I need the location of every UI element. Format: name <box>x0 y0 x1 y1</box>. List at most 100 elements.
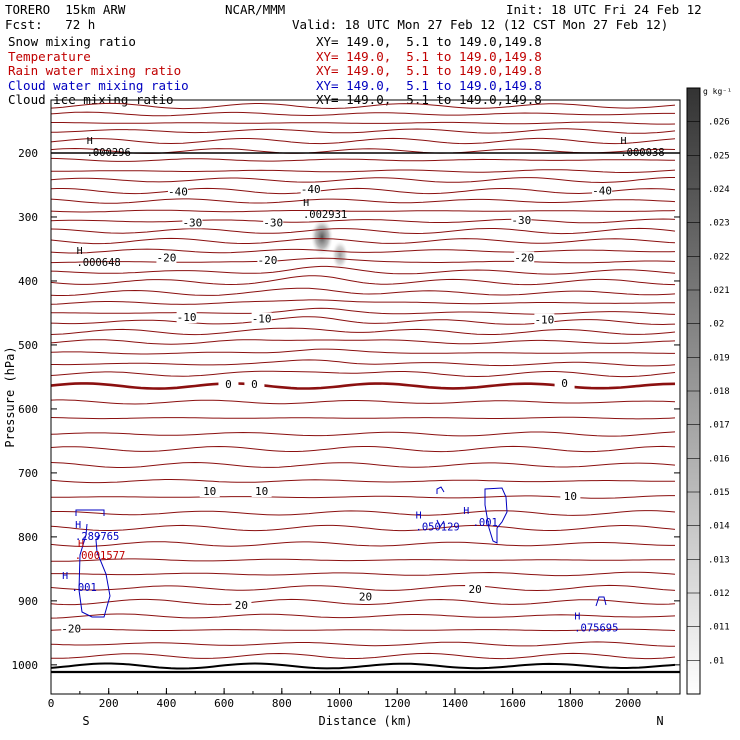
maximum-marker: H <box>416 510 422 521</box>
cloud-water-bracket-south <box>75 509 105 516</box>
temperature-contour <box>50 339 676 345</box>
cloud-water-contour-1900 <box>595 596 607 607</box>
temperature-contour <box>50 187 676 195</box>
temperature-contour <box>51 359 676 367</box>
colorbar-tick-label: .017 <box>708 421 730 431</box>
temperature-contour <box>50 327 676 336</box>
colorbar-tick-label: .014 <box>708 522 730 532</box>
maximum-value-label: .001 <box>72 582 97 594</box>
maximum-value-label: .0001577 <box>75 550 126 562</box>
temperature-contour <box>50 370 676 378</box>
temperature-contour <box>50 218 676 224</box>
temperature-contour <box>51 495 675 499</box>
y-tick-label: 800 <box>18 531 38 544</box>
contour-label-bg <box>592 184 613 197</box>
temperature-contour-label: -30 <box>511 214 531 227</box>
colorbar-tick-label: .024 <box>708 185 730 195</box>
colorbar-tick-label: .026 <box>708 118 730 128</box>
temperature-contour <box>50 257 676 264</box>
y-tick-label: 500 <box>18 339 38 352</box>
temperature-contour-label: -20 <box>156 252 176 265</box>
temperature-contour-label: 0 <box>561 377 568 390</box>
temperature-contour <box>51 121 676 125</box>
colorbar-tick-label: .015 <box>708 488 730 498</box>
y-tick-label: 600 <box>18 403 38 416</box>
legend-rain-xy: XY= 149.0, 5.1 to 149.0,149.8 <box>316 63 542 78</box>
legend-snow-xy: XY= 149.0, 5.1 to 149.0,149.8 <box>316 34 542 49</box>
temperature-contour <box>50 137 676 145</box>
colorbar-tick-label: .025 <box>708 151 730 161</box>
temperature-contour <box>50 275 676 286</box>
contour-label-bg <box>182 216 203 229</box>
temperature-contour <box>50 431 676 437</box>
contour-label-bg <box>218 378 239 391</box>
contour-label-bg <box>560 490 581 503</box>
surface-line <box>50 662 676 670</box>
temperature-contour-label: 20 <box>235 599 248 612</box>
contour-label-bg <box>167 185 188 198</box>
temperature-contour-label: 20 <box>469 583 482 596</box>
temperature-contour-label: 10 <box>564 490 577 503</box>
contour-label-bg <box>251 312 272 325</box>
x-tick-label: 200 <box>99 697 119 710</box>
contour-label-bg <box>511 213 532 226</box>
temperature-contour-label: 10 <box>255 485 268 498</box>
maximum-value-label: .050129 <box>416 521 460 533</box>
snow-maximum-shading <box>311 219 333 255</box>
colorbar-tick-label: .022 <box>708 252 730 262</box>
temperature-contour <box>50 102 676 110</box>
maximum-value-label: .002931 <box>303 209 347 221</box>
temperature-contour <box>50 524 676 532</box>
contour-label-bg <box>199 485 220 498</box>
contour-label-bg <box>355 590 376 603</box>
temperature-contour <box>50 227 676 235</box>
temperature-contour-label: 10 <box>203 485 216 498</box>
x-tick-label: 1400 <box>442 697 469 710</box>
temperature-contour <box>51 128 676 134</box>
temperature-contour <box>50 198 676 204</box>
maximum-marker: H <box>77 246 83 257</box>
maximum-marker: H <box>463 506 469 517</box>
temperature-contour <box>50 316 676 326</box>
temperature-contour <box>50 209 676 213</box>
x-tick-label: 1600 <box>499 697 526 710</box>
temperature-contour <box>50 641 675 647</box>
contour-label-bg <box>514 251 535 264</box>
y-tick-label: 700 <box>18 467 38 480</box>
temperature-contour <box>50 598 676 606</box>
maximum-value-label: .075695 <box>574 622 618 634</box>
temperature-contour <box>50 445 676 453</box>
maximum-value-label: .289765 <box>75 531 119 543</box>
x-tick-label: 1200 <box>384 697 411 710</box>
snow-tail-shading <box>332 241 348 269</box>
temperature-contour <box>51 169 676 173</box>
x-tick-label: 1800 <box>557 697 584 710</box>
y-tick-label: 900 <box>18 595 38 608</box>
temperature-contour <box>50 399 676 405</box>
legend-cloud-water: Cloud water mixing ratio <box>8 77 189 93</box>
temperature-contour-label: -10 <box>177 311 197 324</box>
x-axis-label: Distance (km) <box>319 714 413 728</box>
temperature-contour <box>50 248 676 254</box>
south-label: S <box>82 714 89 728</box>
contour-label-bg <box>156 251 177 264</box>
temperature-contour-label: -30 <box>263 216 283 229</box>
maximum-value-label: .000648 <box>76 257 120 269</box>
contour-label-bg <box>251 485 272 498</box>
temperature-contour-label: 0 <box>251 378 258 391</box>
temperature-contour <box>50 584 676 592</box>
maximum-marker: H <box>303 198 309 209</box>
maximum-marker: H <box>62 571 68 582</box>
contour-label-bg <box>176 311 197 324</box>
temperature-contour-label: 20 <box>359 591 372 604</box>
temperature-contour <box>50 348 675 355</box>
temperature-contour <box>50 287 676 296</box>
colorbar-tick-label: .012 <box>708 589 730 599</box>
colorbar-tick-label: .01 <box>708 656 724 666</box>
legend-temperature-xy: XY= 149.0, 5.1 to 149.0,149.8 <box>316 48 542 64</box>
x-tick-label: 0 <box>48 697 55 710</box>
colorbar-unit: g kg⁻¹ <box>703 87 732 96</box>
colorbar-tick-label: .02 <box>708 320 724 330</box>
colorbar-tick-label: .023 <box>708 219 730 229</box>
model-title: TORERO 15km ARW <box>5 2 126 17</box>
